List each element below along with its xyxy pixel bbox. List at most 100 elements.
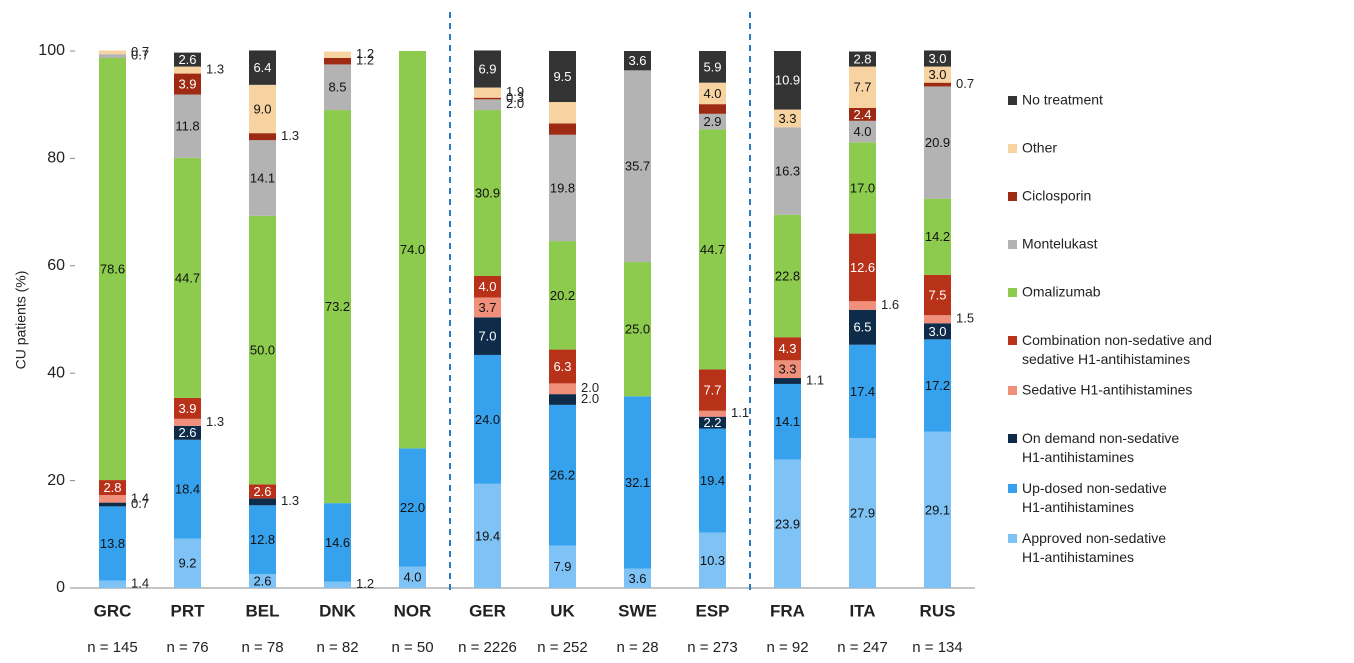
- bar-segment: [774, 360, 801, 379]
- value-label: 1.4: [131, 490, 149, 505]
- bar-segment: [774, 109, 801, 128]
- bar-segment: [699, 532, 726, 588]
- sample-size: n = 247: [837, 639, 887, 656]
- value-label: 4.0: [703, 86, 721, 101]
- bar-segment: [474, 297, 501, 318]
- value-label: 73.2: [325, 299, 350, 314]
- sample-size: n = 273: [687, 639, 737, 656]
- bar-segment: [174, 538, 201, 588]
- value-label: 1.3: [281, 493, 299, 508]
- bar-segment: [624, 51, 651, 71]
- legend-label: Up-dosed non-sedative H1-antihistamines: [1022, 480, 1167, 515]
- legend-swatch: [1008, 484, 1017, 493]
- bar-segment: [249, 498, 276, 506]
- y-tick-label: 100: [38, 42, 65, 59]
- bar-segment: [849, 233, 876, 302]
- legend-swatch: [1008, 386, 1017, 395]
- value-label: 1.5: [956, 311, 974, 326]
- value-label: 3.0: [928, 324, 946, 339]
- value-label: 1.1: [806, 372, 824, 387]
- y-tick-label: 80: [47, 150, 65, 167]
- value-label: 1.6: [881, 297, 899, 312]
- bar-segment: [699, 369, 726, 411]
- value-label: 10.9: [775, 73, 800, 88]
- bar-segment: [324, 57, 351, 65]
- value-label: 19.8: [550, 180, 575, 195]
- bar-segment: [324, 64, 351, 111]
- bar-segment: [549, 102, 576, 124]
- value-label: 9.0: [253, 101, 271, 116]
- x-tick-label: SWE: [618, 601, 657, 620]
- legend-label: Combination non-sedative and sedative H1-…: [1022, 332, 1212, 367]
- bar-segment: [624, 396, 651, 569]
- bar-segment: [699, 113, 726, 130]
- bar-segment: [99, 57, 126, 481]
- value-label: 12.6: [850, 260, 875, 275]
- sample-size: n = 78: [241, 639, 283, 656]
- legend-label: Other: [1022, 140, 1057, 156]
- y-axis-title: CU patients (%): [13, 271, 29, 370]
- bar-segment: [699, 129, 726, 370]
- value-label: 7.9: [553, 559, 571, 574]
- value-label: 2.0: [581, 380, 599, 395]
- sample-size: n = 28: [616, 639, 658, 656]
- bar-segment: [849, 301, 876, 310]
- x-tick-label: RUS: [920, 601, 956, 620]
- value-label: 9.2: [178, 556, 196, 571]
- bar-segment: [699, 82, 726, 105]
- value-label: 1.3: [206, 414, 224, 429]
- value-label: 2.6: [253, 573, 271, 588]
- bar-segment: [924, 82, 951, 87]
- value-label: 11.8: [175, 119, 199, 134]
- bar-segment: [849, 438, 876, 588]
- bar-segment: [249, 484, 276, 499]
- bar-segment: [924, 431, 951, 588]
- x-tick-label: NOR: [394, 601, 432, 620]
- bar-segment: [549, 545, 576, 588]
- bar-segment: [174, 157, 201, 398]
- bar-segment: [99, 54, 126, 58]
- value-label: 3.3: [778, 111, 796, 126]
- sample-size: n = 82: [316, 639, 358, 656]
- value-label: 23.9: [775, 516, 800, 531]
- value-label: 2.0: [581, 391, 599, 406]
- bar-segment: [699, 104, 726, 114]
- bar-segment: [924, 66, 951, 83]
- value-label: 3.7: [478, 300, 496, 315]
- value-label: 6.9: [478, 61, 496, 76]
- bar-segment: [549, 404, 576, 546]
- bar-segment: [924, 315, 951, 324]
- bar-segment: [849, 66, 876, 108]
- legend-label: No treatment: [1022, 92, 1103, 108]
- bar-segment: [249, 50, 276, 85]
- y-tick-label: 20: [47, 472, 65, 489]
- legend-label: Approved non-sedative H1-antihistamines: [1022, 530, 1166, 565]
- value-label: 2.6: [253, 484, 271, 499]
- bar-segment: [324, 503, 351, 582]
- x-tick-label: GRC: [94, 601, 132, 620]
- value-label: 0.7: [131, 48, 149, 63]
- legend-label: Sedative H1-antihistamines: [1022, 382, 1192, 398]
- bar-segment: [849, 142, 876, 234]
- bar-segment: [99, 506, 126, 581]
- value-label: 1.1: [731, 405, 749, 420]
- bar-segment: [774, 383, 801, 460]
- bar-segment: [624, 70, 651, 263]
- y-tick-label: 0: [56, 579, 65, 596]
- value-label: 14.1: [250, 170, 275, 185]
- value-label: 2.8: [103, 480, 121, 495]
- value-label: 6.5: [853, 320, 871, 335]
- bar-segment: [99, 50, 126, 55]
- bar-segment: [249, 215, 276, 485]
- bar-segment: [399, 448, 426, 567]
- value-label: 4.3: [778, 341, 796, 356]
- value-label: 6.4: [253, 60, 271, 75]
- bar-segment: [699, 51, 726, 83]
- sample-size: n = 252: [537, 639, 587, 656]
- bar-segment: [549, 51, 576, 103]
- bar-segment: [549, 394, 576, 405]
- bar-segment: [549, 383, 576, 395]
- value-label: 3.6: [628, 53, 646, 68]
- value-label: 1.9: [506, 84, 524, 99]
